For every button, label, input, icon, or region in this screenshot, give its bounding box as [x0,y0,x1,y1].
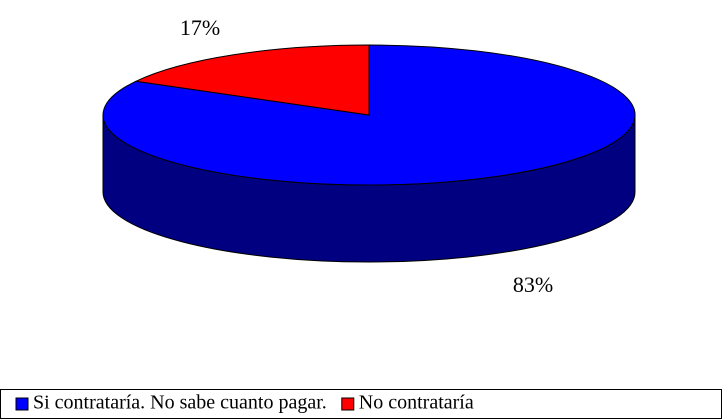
legend-swatch [15,397,29,411]
pie-slice [134,44,370,116]
legend-label: Si contrataría. No sabe cuanto pagar. [33,392,327,414]
data-label: 83% [513,272,553,297]
legend-swatch [341,397,355,411]
data-label: 17% [180,15,220,40]
legend-label: No contrataría [359,392,474,414]
legend-box [0,389,722,419]
